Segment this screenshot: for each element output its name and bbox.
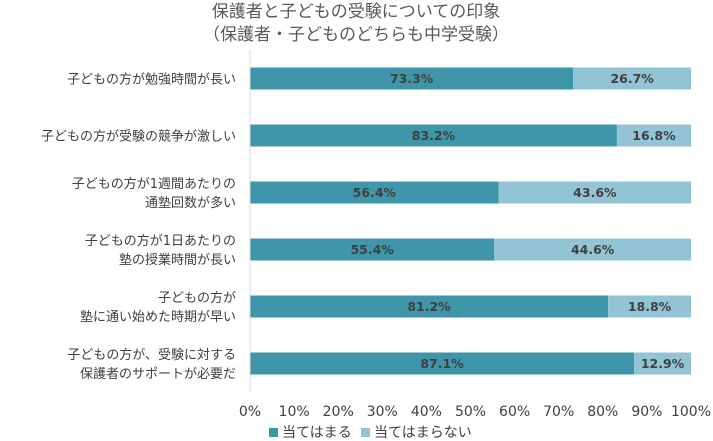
- bar-not-applicable: [634, 352, 691, 375]
- x-tick-label: 20%: [323, 404, 354, 420]
- bar-not-applicable: [498, 181, 691, 204]
- category-label: 塾に通い始めた時期が早い: [80, 309, 236, 325]
- data-label: 83.2%: [412, 128, 456, 143]
- bar-applicable: [250, 352, 635, 375]
- x-tick-label: 60%: [499, 404, 530, 420]
- x-tick-label: 100%: [671, 404, 711, 420]
- bar-not-applicable: [608, 295, 691, 318]
- data-label: 55.4%: [350, 242, 394, 257]
- category-label: 保護者のサポートが必要だ: [80, 366, 236, 382]
- data-label: 43.6%: [573, 185, 617, 200]
- category-label: 子どもの方が勉強時間が長い: [67, 72, 236, 88]
- x-tick-label: 30%: [367, 404, 398, 420]
- legend-label: 当てはまらない: [374, 425, 472, 441]
- x-tick-label: 0%: [239, 404, 261, 420]
- data-label: 73.3%: [390, 71, 434, 86]
- x-tick-label: 90%: [631, 404, 662, 420]
- data-label: 87.1%: [420, 356, 464, 371]
- category-label: 子どもの方が、受験に対する: [67, 347, 236, 363]
- chart-title-line: （保護者・子どものどちらも中学受験）: [203, 25, 509, 45]
- legend-swatch: [269, 428, 278, 437]
- bar-applicable: [250, 67, 574, 90]
- bar-not-applicable: [494, 238, 691, 261]
- x-tick-label: 40%: [411, 404, 442, 420]
- category-label: 通塾回数が多い: [145, 195, 236, 211]
- data-label: 12.9%: [641, 356, 685, 371]
- category-label: 子どもの方が受験の競争が激しい: [41, 129, 236, 145]
- x-tick-label: 50%: [455, 404, 486, 420]
- data-label: 26.7%: [610, 71, 654, 86]
- data-label: 56.4%: [353, 185, 397, 200]
- category-label: 子どもの方が1日あたりの: [85, 233, 236, 249]
- data-label: 18.8%: [628, 299, 672, 314]
- legend-swatch: [361, 428, 370, 437]
- category-label: 子どもの方が1週間あたりの: [72, 176, 236, 192]
- data-label: 16.8%: [632, 128, 676, 143]
- bar-applicable: [250, 238, 495, 261]
- category-label: 塾の授業時間が長い: [119, 252, 236, 268]
- legend-label: 当てはまる: [282, 425, 352, 441]
- bar-not-applicable: [573, 67, 691, 90]
- x-tick-label: 80%: [587, 404, 618, 420]
- bar-applicable: [250, 124, 617, 147]
- bar-applicable: [250, 181, 499, 204]
- data-label: 81.2%: [407, 299, 451, 314]
- chart-title-line: 保護者と子どもの受験についての印象: [212, 2, 501, 22]
- category-label: 子どもの方が: [158, 290, 236, 306]
- bar-not-applicable: [616, 124, 691, 147]
- bar-applicable: [250, 295, 609, 318]
- x-tick-label: 70%: [543, 404, 574, 420]
- x-tick-label: 10%: [279, 404, 310, 420]
- data-label: 44.6%: [571, 242, 615, 257]
